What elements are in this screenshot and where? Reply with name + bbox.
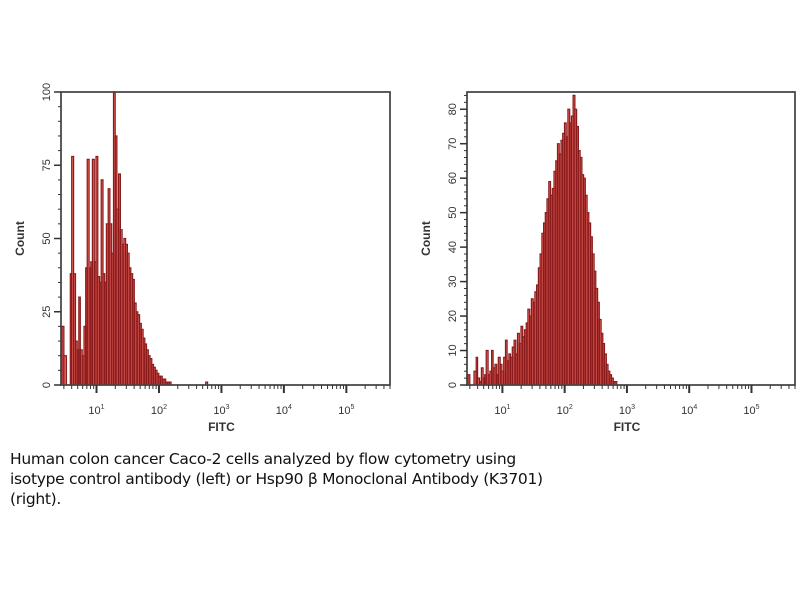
y-tick-label: 25 (41, 306, 53, 318)
x-tick-label: 105 (338, 404, 354, 417)
y-tick-label: 80 (447, 103, 459, 115)
x-tick-label: 104 (276, 404, 292, 417)
histogram-bin (78, 296, 81, 385)
histogram-bin (71, 155, 75, 385)
y-tick-label: 50 (41, 232, 53, 244)
x-tick-label: 103 (213, 404, 229, 417)
y-axis-title: Count (13, 221, 27, 256)
histogram-bin (168, 381, 172, 385)
x-tick-label: 101 (88, 404, 104, 417)
caption-line-1: Human colon cancer Caco-2 cells analyzed… (10, 450, 516, 468)
y-tick-label: 70 (447, 138, 459, 150)
histogram-bin (467, 374, 471, 385)
histogram-bin (485, 349, 489, 385)
histogram-bin (95, 155, 99, 385)
y-tick-label: 30 (447, 275, 459, 287)
histogram-bin (480, 367, 484, 385)
caption-line-2: isotype control antibody (left) or Hsp90… (10, 470, 543, 488)
histogram-bin (73, 273, 77, 385)
y-tick-label: 60 (447, 172, 459, 184)
x-tick-label: 102 (151, 404, 167, 417)
histogram-bin (205, 381, 209, 385)
histogram-fill (62, 92, 210, 385)
x-axis-title: FITC (614, 420, 641, 434)
x-tick-label: 101 (494, 404, 510, 417)
left-histogram: 0 25 50 75 100 Count 101 102 103 104 105 FITC (13, 83, 391, 434)
y-tick-label: 50 (447, 207, 459, 219)
histogram-bin (63, 355, 67, 385)
y-axis-title: Count (419, 221, 433, 256)
figure-caption: Human colon cancer Caco-2 cells analyzed… (10, 449, 770, 509)
y-tick-label: 40 (447, 241, 459, 253)
y-tick-label: 75 (41, 159, 53, 171)
y-tick-label: 100 (41, 83, 53, 101)
caption-line-3: (right). (10, 490, 62, 508)
y-tick-label: 0 (41, 382, 53, 388)
y-tick-label: 0 (447, 382, 459, 388)
right-histogram: 0 10 20 30 40 50 60 70 80 Count 101 102 103 104 105 FIT… (419, 91, 796, 434)
x-tick-label: 103 (619, 404, 635, 417)
x-tick-label: 104 (681, 404, 697, 417)
plot-border (466, 91, 796, 386)
x-tick-label: 102 (557, 404, 573, 417)
x-axis-title: FITC (208, 420, 235, 434)
y-tick-label: 10 (447, 344, 459, 356)
histogram-bin (475, 356, 479, 385)
histogram-bin (614, 381, 618, 385)
y-tick-label: 20 (447, 310, 459, 322)
x-tick-label: 105 (743, 404, 759, 417)
